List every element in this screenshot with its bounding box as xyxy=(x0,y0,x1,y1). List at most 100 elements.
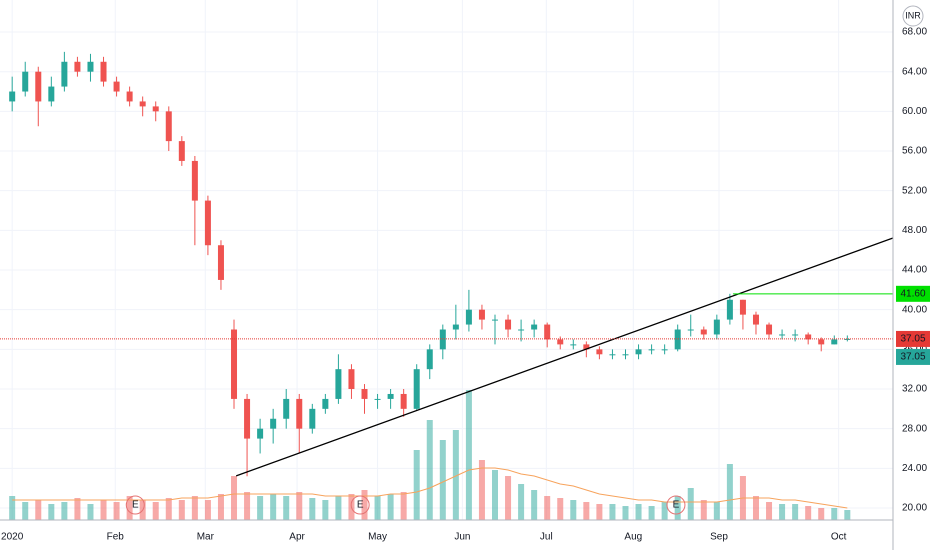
currency-badge[interactable] xyxy=(902,5,924,27)
volume-bar xyxy=(361,490,368,520)
candle-body xyxy=(661,349,668,351)
candle-body xyxy=(165,111,172,142)
volume-bar xyxy=(191,496,198,520)
candle-body xyxy=(270,418,277,429)
resistance-tag xyxy=(896,285,930,302)
candle-body xyxy=(231,329,238,399)
candle-body xyxy=(413,369,420,409)
candle-body xyxy=(257,428,264,439)
volume-bar xyxy=(126,496,133,520)
candle-body xyxy=(713,319,720,335)
candle-body xyxy=(374,398,381,400)
volume-bar xyxy=(844,510,851,520)
volume-bar xyxy=(531,490,538,520)
volume-bar xyxy=(609,504,616,520)
y-tick-label: 52.00 xyxy=(902,185,927,196)
volume-bar xyxy=(648,506,655,520)
y-tick-label: 32.00 xyxy=(902,384,927,395)
volume-bar xyxy=(674,496,681,520)
trendline xyxy=(235,237,894,477)
candle-body xyxy=(426,349,433,370)
candle-body xyxy=(518,329,525,331)
candle-body xyxy=(557,339,564,345)
candle-body xyxy=(152,106,159,112)
y-tick-label: 24.00 xyxy=(902,463,927,474)
volume-bar xyxy=(270,494,277,520)
candle-body xyxy=(35,71,42,102)
candle-body xyxy=(609,354,616,356)
x-tick-label: 2020 xyxy=(1,532,24,543)
volume-bar xyxy=(309,498,316,520)
volume-bar xyxy=(779,504,786,520)
volume-bar xyxy=(687,488,694,520)
volume-bar xyxy=(9,496,16,520)
candle-body xyxy=(139,101,146,107)
candle-body xyxy=(622,354,629,356)
candle-body xyxy=(296,398,303,429)
volume-bar xyxy=(204,500,211,520)
candle-body xyxy=(766,324,773,335)
volume-bar xyxy=(178,500,185,520)
close-tag xyxy=(896,348,930,365)
volume-bar xyxy=(766,502,773,520)
y-tick-label: 44.00 xyxy=(902,265,927,276)
volume-bar xyxy=(544,496,551,520)
earnings-label: E xyxy=(357,500,364,511)
candle-body xyxy=(217,245,224,280)
candle-body xyxy=(191,160,198,201)
volume-bar xyxy=(452,430,459,520)
candle-body xyxy=(204,200,211,246)
volume-bar xyxy=(400,492,407,520)
volume-ma-line xyxy=(12,467,848,509)
candle-body xyxy=(491,319,498,321)
volume-bar xyxy=(22,502,29,520)
candle-body xyxy=(87,61,94,72)
y-tick-label: 48.00 xyxy=(902,225,927,236)
earnings-label: E xyxy=(673,500,680,511)
candle-body xyxy=(818,339,825,345)
volume-bar xyxy=(283,496,290,520)
candle-body xyxy=(113,81,120,92)
volume-bar xyxy=(570,500,577,520)
x-tick-label: Aug xyxy=(624,532,642,543)
candle-body xyxy=(283,398,290,419)
volume-bar xyxy=(413,450,420,520)
candle-body xyxy=(244,398,251,439)
candle-body xyxy=(596,349,603,355)
price-pane xyxy=(0,51,894,477)
candle-body xyxy=(674,329,681,350)
candle-body xyxy=(700,329,707,335)
x-tick-label: Oct xyxy=(831,532,847,543)
volume-bar xyxy=(48,504,55,520)
resistance-label: 41.60 xyxy=(900,288,925,299)
candle-body xyxy=(570,344,577,346)
volume-bar xyxy=(296,492,303,520)
volume-bar xyxy=(661,502,668,520)
candle-body xyxy=(779,334,786,336)
volume-bar xyxy=(505,476,512,520)
volume-bar xyxy=(596,504,603,520)
volume-bar xyxy=(583,502,590,520)
last-price-tag xyxy=(896,330,930,347)
candle-body xyxy=(348,369,355,390)
candle-body xyxy=(48,86,55,102)
volume-bar xyxy=(152,502,159,520)
close-label: 37.05 xyxy=(900,352,925,363)
candle-body xyxy=(687,329,694,331)
volume-bar xyxy=(244,492,251,520)
volume-bar xyxy=(165,498,172,520)
candle-body xyxy=(844,338,851,340)
x-tick-label: Jun xyxy=(454,532,470,543)
candle-body xyxy=(465,309,472,325)
candle-body xyxy=(505,319,512,330)
volume-bar xyxy=(491,470,498,520)
volume-bar xyxy=(61,502,68,520)
x-tick-label: Jul xyxy=(540,532,553,543)
volume-bar xyxy=(439,440,446,520)
candle-body xyxy=(178,141,185,161)
volume-bar xyxy=(335,496,342,520)
volume-bar xyxy=(465,390,472,520)
volume-bar xyxy=(257,496,264,520)
volume-bar xyxy=(217,494,224,520)
